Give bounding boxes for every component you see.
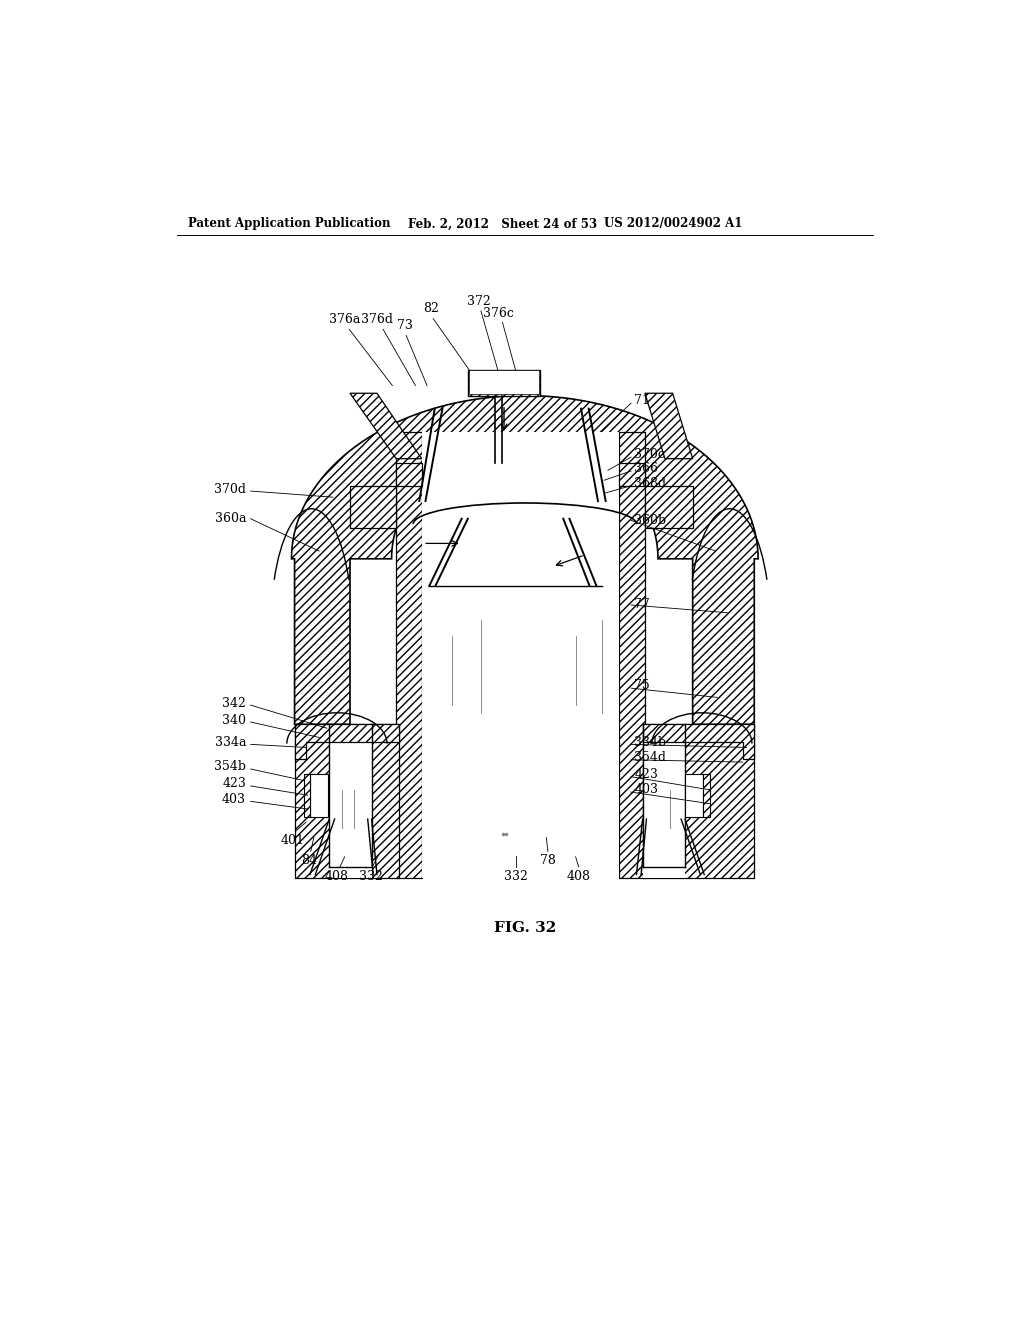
Bar	[645, 486, 692, 528]
Text: 368d: 368d	[634, 477, 667, 490]
Text: 75: 75	[634, 680, 650, 693]
Text: 84: 84	[301, 854, 317, 867]
Bar	[350, 486, 396, 528]
Bar	[310, 775, 329, 817]
Text: 423: 423	[634, 768, 658, 781]
Text: 332: 332	[358, 870, 383, 883]
Text: 360b: 360b	[634, 513, 667, 527]
Text: 401: 401	[281, 834, 304, 847]
Text: 82: 82	[423, 302, 439, 315]
Text: FIG. 32: FIG. 32	[494, 921, 556, 936]
Polygon shape	[643, 725, 755, 878]
Bar	[304, 775, 310, 817]
Text: Patent Application Publication: Patent Application Publication	[188, 218, 391, 231]
Bar	[618, 462, 645, 486]
Bar	[643, 725, 685, 878]
Polygon shape	[350, 393, 422, 459]
Text: 340: 340	[222, 714, 246, 727]
Text: 77: 77	[634, 598, 650, 611]
Text: 71: 71	[634, 395, 650, 408]
Polygon shape	[645, 393, 692, 459]
Bar	[703, 775, 710, 817]
Text: 403: 403	[222, 792, 246, 805]
Text: Feb. 2, 2012   Sheet 24 of 53: Feb. 2, 2012 Sheet 24 of 53	[408, 218, 597, 231]
Text: 354b: 354b	[214, 760, 246, 774]
Text: 403: 403	[634, 783, 658, 796]
Text: 370d: 370d	[214, 483, 246, 496]
Bar	[396, 462, 422, 486]
Bar	[422, 432, 618, 878]
Text: 78: 78	[540, 854, 556, 867]
Text: 423: 423	[222, 777, 246, 791]
Text: 366: 366	[634, 462, 658, 475]
Bar	[685, 775, 703, 817]
Text: 73: 73	[396, 319, 413, 333]
Text: 376c: 376c	[483, 308, 514, 321]
Text: 332: 332	[504, 870, 527, 883]
Text: 376d: 376d	[361, 313, 393, 326]
Bar	[618, 432, 645, 878]
Polygon shape	[295, 725, 398, 759]
Text: 354d: 354d	[634, 751, 667, 764]
Polygon shape	[295, 725, 398, 878]
Text: 334a: 334a	[215, 735, 246, 748]
Text: 408: 408	[566, 870, 591, 883]
Bar	[396, 432, 422, 878]
Bar	[330, 725, 372, 878]
Text: 376a: 376a	[329, 313, 360, 326]
Text: US 2012/0024902 A1: US 2012/0024902 A1	[604, 218, 742, 231]
Text: 334b: 334b	[634, 735, 667, 748]
Text: 408: 408	[325, 870, 349, 883]
Polygon shape	[292, 396, 758, 725]
Bar	[468, 370, 541, 396]
Text: 372: 372	[467, 294, 490, 308]
Text: 342: 342	[222, 697, 246, 710]
Text: 360a: 360a	[215, 512, 246, 525]
Polygon shape	[643, 725, 755, 759]
Bar	[469, 370, 539, 395]
Text: 370c: 370c	[634, 449, 665, 462]
